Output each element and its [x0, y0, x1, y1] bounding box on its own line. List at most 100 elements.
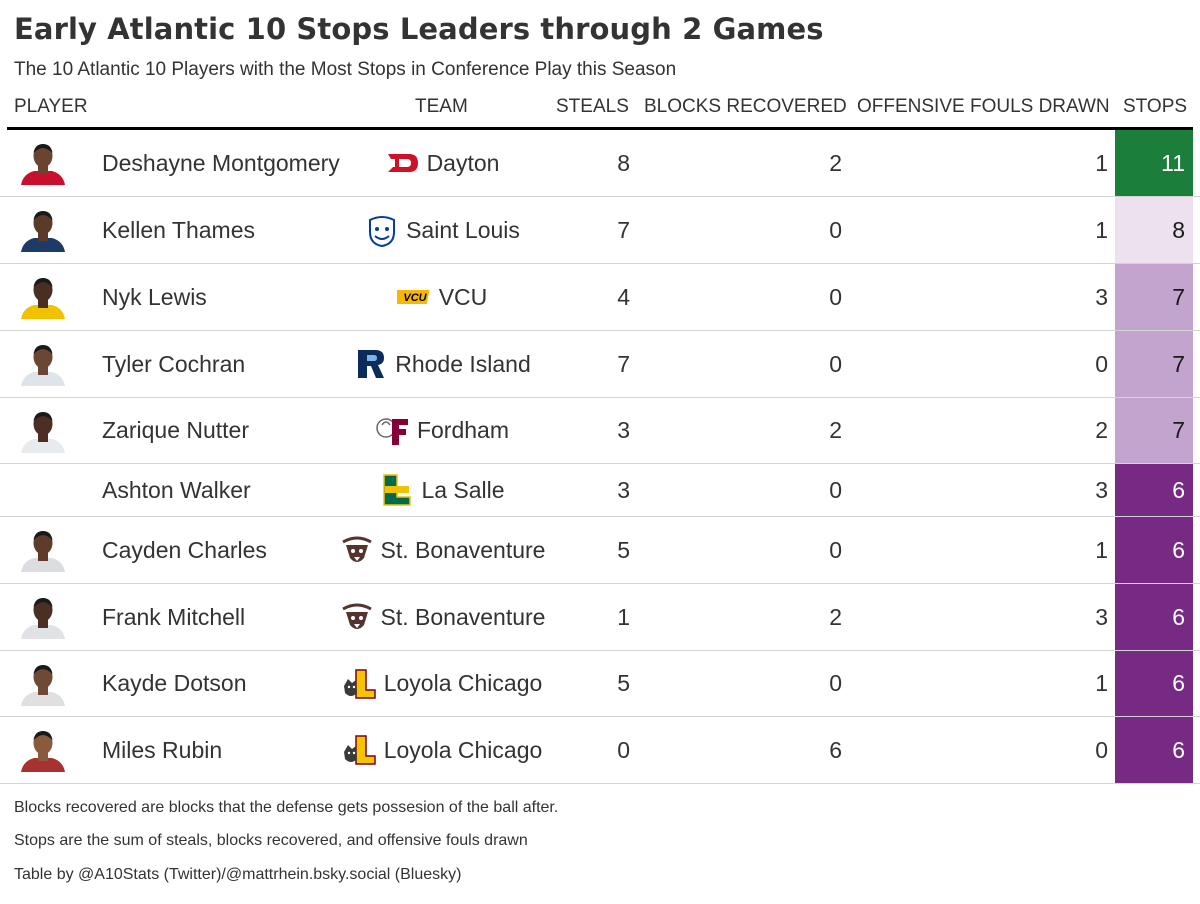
blocks-recovered-value: 0	[829, 670, 842, 696]
offensive-fouls-value: 1	[1095, 216, 1108, 243]
blocks-recovered-value: 0	[829, 283, 842, 310]
table-row: Zarique Nutter Fordham 3 2 2 7	[0, 398, 1200, 464]
player-headshot	[17, 208, 69, 252]
player-headshot	[17, 342, 69, 386]
team-cell: St. Bonaventure	[320, 517, 564, 583]
team-name: Dayton	[426, 149, 500, 176]
team-cell: Rhode Island	[320, 331, 564, 397]
column-header-blocks-recovered: BLOCKS RECOVERED	[644, 96, 847, 117]
player-headshot	[17, 528, 69, 572]
footnote-stops: Stops are the sum of steals, blocks reco…	[14, 832, 528, 849]
stops-table: Deshayne Montgomery Dayton 8 2 1 11 Kellen Tha…	[0, 130, 1200, 784]
steals-value: 5	[617, 670, 630, 696]
team-cell: La Salle	[320, 464, 564, 516]
vcu-logo-icon: VCU	[392, 279, 433, 315]
player-name: Miles Rubin	[102, 736, 223, 763]
steals-value: 8	[617, 149, 630, 176]
player-name: Nyk Lewis	[102, 283, 207, 310]
table-row: Tyler Cochran Rhode Island 7 0 0 7	[0, 331, 1200, 398]
team-name: Loyola Chicago	[383, 736, 543, 763]
steals-value: 3	[617, 417, 630, 443]
team-name: St. Bonaventure	[380, 536, 546, 563]
stops-value: 6	[1115, 464, 1193, 516]
offensive-fouls-value: 3	[1095, 283, 1108, 310]
table-credit: Table by @A10Stats (Twitter)/@mattrhein.…	[14, 866, 462, 883]
team-name: Rhode Island	[395, 350, 531, 377]
fordham-logo-icon	[375, 413, 411, 449]
player-name: Deshayne Montgomery	[102, 149, 340, 176]
offensive-fouls-value: 0	[1095, 350, 1108, 377]
stops-value: 7	[1115, 331, 1193, 397]
bonnies-logo-icon	[339, 532, 375, 568]
offensive-fouls-value: 3	[1095, 476, 1108, 503]
team-cell: Fordham	[320, 398, 564, 463]
blocks-recovered-value: 2	[829, 149, 842, 176]
player-headshot	[17, 275, 69, 319]
team-cell: Dayton	[320, 130, 564, 196]
page-title: Early Atlantic 10 Stops Leaders through …	[14, 12, 824, 46]
table-row: Kayde Dotson Loyola Chicago 5 0 1 6	[0, 651, 1200, 717]
stops-value: 6	[1115, 517, 1193, 583]
column-header-steals: STEALS	[556, 96, 629, 117]
player-name: Tyler Cochran	[102, 350, 246, 377]
team-name: VCU	[438, 283, 488, 310]
player-name: Kellen Thames	[102, 216, 255, 243]
table-row: Cayden Charles St. Bonaventure 5 0 1 6	[0, 517, 1200, 584]
steals-value: 7	[617, 216, 630, 243]
blocks-recovered-value: 0	[829, 476, 842, 503]
player-headshot	[17, 662, 69, 706]
table-row: Kellen Thames Saint Louis 7 0 1 8	[0, 197, 1200, 264]
offensive-fouls-value: 1	[1095, 149, 1108, 176]
header-rule	[7, 127, 1193, 130]
offensive-fouls-value: 0	[1095, 736, 1108, 763]
dayton-logo-icon	[385, 145, 421, 181]
offensive-fouls-value: 3	[1095, 603, 1108, 630]
bonnies-logo-icon	[339, 599, 375, 635]
stops-value: 7	[1115, 398, 1193, 463]
team-name: Fordham	[416, 417, 510, 443]
steals-value: 7	[617, 350, 630, 377]
steals-value: 1	[617, 603, 630, 630]
stops-value: 6	[1115, 651, 1193, 716]
page-subtitle: The 10 Atlantic 10 Players with the Most…	[14, 59, 677, 80]
table-row: Miles Rubin Loyola Chicago 0 6 0 6	[0, 717, 1200, 784]
team-name: Loyola Chicago	[383, 670, 543, 696]
team-cell: VCU VCU	[320, 264, 564, 330]
billiken-logo-icon	[364, 212, 400, 248]
table-row: Frank Mitchell St. Bonaventure 1 2 3 6	[0, 584, 1200, 651]
stops-value: 7	[1115, 264, 1193, 330]
svg-text:VCU: VCU	[403, 292, 427, 304]
ri-logo-icon	[353, 346, 389, 382]
loyola-logo-icon	[342, 666, 378, 702]
player-headshot	[17, 141, 69, 185]
stops-value: 6	[1115, 584, 1193, 650]
table-row: Ashton Walker La Salle 3 0 3 6	[0, 464, 1200, 517]
steals-value: 4	[617, 283, 630, 310]
blocks-recovered-value: 0	[829, 216, 842, 243]
team-cell: Loyola Chicago	[320, 717, 564, 783]
steals-value: 5	[617, 536, 630, 563]
stops-value: 6	[1115, 717, 1193, 783]
player-name: Frank Mitchell	[102, 603, 246, 630]
column-header-stops: STOPS	[1123, 96, 1188, 117]
loyola-logo-icon	[342, 732, 378, 768]
team-name: La Salle	[421, 476, 505, 503]
steals-value: 3	[617, 476, 630, 503]
column-header-team: TEAM	[415, 96, 468, 117]
column-header-player: PLAYER	[14, 96, 88, 117]
column-header-offensive-fouls-drawn: OFFENSIVE FOULS DRAWN	[857, 96, 1110, 117]
stops-value: 11	[1115, 130, 1193, 196]
blocks-recovered-value: 2	[829, 603, 842, 630]
blocks-recovered-value: 6	[829, 736, 842, 763]
offensive-fouls-value: 1	[1095, 670, 1108, 696]
player-name: Zarique Nutter	[102, 417, 250, 443]
player-headshot	[17, 409, 69, 453]
offensive-fouls-value: 2	[1095, 417, 1108, 443]
team-cell: St. Bonaventure	[320, 584, 564, 650]
team-cell: Loyola Chicago	[320, 651, 564, 716]
player-headshot	[17, 468, 69, 512]
table-row: Nyk Lewis VCU VCU 4 0 3 7	[0, 264, 1200, 331]
lasalle-logo-icon	[379, 472, 415, 508]
blocks-recovered-value: 0	[829, 350, 842, 377]
player-headshot	[17, 728, 69, 772]
